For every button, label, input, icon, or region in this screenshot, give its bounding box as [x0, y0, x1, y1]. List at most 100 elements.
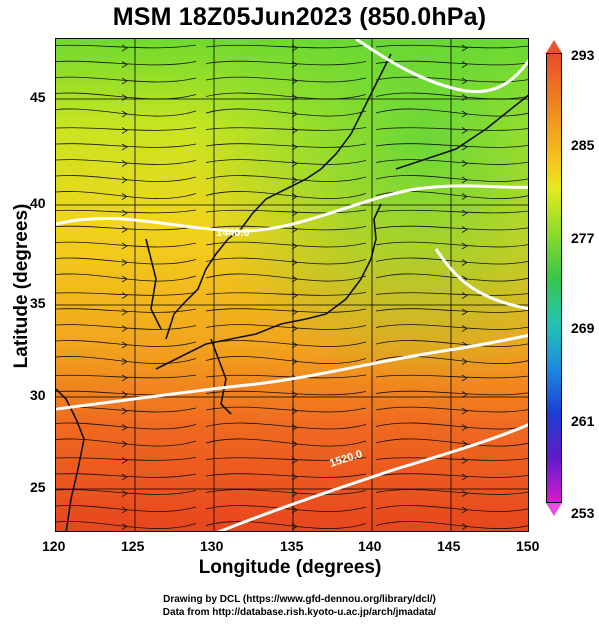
streamline: [375, 44, 528, 49]
geopotential-contours: [56, 39, 528, 531]
streamline-arrow: [291, 457, 298, 464]
streamline-arrow: [461, 61, 468, 68]
colorbar-max-arrow: [546, 40, 562, 53]
x-tick-135: 135: [280, 538, 304, 554]
streamline-arrow: [291, 176, 298, 184]
streamline: [56, 225, 197, 231]
streamline-arrow: [291, 127, 298, 134]
streamline-arrow: [291, 341, 298, 349]
streamline-arrow: [461, 242, 468, 250]
colorbar-label-277: 277: [571, 230, 595, 246]
streamline-arrow: [461, 490, 468, 497]
streamline-arrow: [461, 143, 468, 151]
streamline-arrow: [121, 77, 128, 85]
streamline: [56, 143, 197, 148]
streamline: [375, 406, 528, 413]
streamline-arrow: [121, 259, 128, 266]
streamline: [375, 473, 528, 478]
streamline: [375, 159, 528, 165]
streamline: [205, 324, 367, 330]
streamline-arrow: [461, 127, 468, 134]
streamline-arrow: [461, 325, 468, 332]
streamline-arrow: [121, 341, 128, 349]
streamline-arrow: [291, 259, 298, 266]
x-tick-120: 120: [42, 538, 66, 554]
streamline-arrow: [461, 77, 468, 85]
streamline: [56, 457, 197, 461]
streamline: [375, 292, 528, 296]
streamline: [205, 521, 367, 529]
colorbar-label-261: 261: [571, 413, 595, 429]
streamline-arrow: [291, 292, 298, 299]
streamline: [56, 175, 197, 182]
streamline: [375, 127, 528, 131]
streamline: [205, 76, 367, 83]
streamline-arrow: [121, 374, 128, 382]
streamline: [56, 438, 197, 447]
streamline-arrow: [291, 308, 298, 316]
colorbar: [546, 53, 562, 503]
streamline: [56, 308, 197, 313]
streamline-arrow: [121, 473, 128, 481]
streamline: [375, 76, 528, 83]
streamline-arrow: [121, 490, 128, 497]
streamline: [56, 374, 197, 379]
streamline: [375, 505, 528, 512]
streamline-arrow: [461, 308, 468, 316]
streamline-arrow: [291, 407, 298, 415]
streamline-arrow: [461, 226, 468, 233]
streamline: [56, 521, 197, 529]
streamline: [375, 489, 528, 495]
streamline: [205, 108, 367, 117]
colorbar-label-285: 285: [571, 137, 595, 153]
streamline: [56, 209, 197, 214]
streamline-arrow: [121, 110, 128, 118]
streamline: [375, 209, 528, 214]
streamline-arrow: [121, 127, 128, 134]
y-tick-35: 35: [30, 295, 46, 311]
streamline: [56, 257, 197, 265]
streamline-arrow: [121, 226, 128, 233]
streamline-arrow: [461, 523, 468, 530]
streamline-arrow: [121, 391, 128, 398]
streamline-arrow: [121, 506, 128, 514]
streamline: [205, 292, 367, 296]
streamline: [56, 159, 197, 165]
streamline-arrow: [291, 523, 298, 530]
streamline: [375, 175, 528, 182]
streamline-arrow: [121, 275, 128, 283]
streamline-arrow: [291, 358, 298, 365]
streamline-arrow: [461, 110, 468, 118]
streamline-arrow: [461, 440, 468, 448]
streamline: [56, 422, 197, 430]
streamline: [56, 191, 197, 199]
streamline-arrow: [461, 457, 468, 464]
streamline-arrow: [461, 292, 468, 299]
streamline-arrow: [291, 424, 298, 431]
streamline-arrow: [291, 209, 298, 217]
streamline: [205, 159, 367, 165]
x-tick-140: 140: [358, 538, 382, 554]
streamline: [375, 521, 528, 529]
streamline-arrow: [461, 473, 468, 481]
credit-drawing: Drawing by DCL (https://www.gfd-dennou.o…: [163, 594, 436, 605]
x-tick-145: 145: [437, 538, 461, 554]
streamline: [205, 473, 367, 478]
streamline: [205, 60, 367, 66]
streamline-arrow: [461, 94, 468, 101]
streamline: [56, 44, 197, 49]
streamline-arrow: [291, 143, 298, 151]
streamline-arrow: [121, 292, 128, 299]
streamline: [375, 340, 528, 347]
streamline-arrow: [461, 209, 468, 217]
streamline-arrow: [461, 259, 468, 266]
streamline-arrow: [291, 110, 298, 118]
streamline-arrow: [461, 391, 468, 398]
streamline: [205, 422, 367, 430]
streamline-arrow: [461, 374, 468, 382]
streamline: [56, 92, 197, 100]
streamline-arrow: [291, 325, 298, 332]
y-tick-30: 30: [30, 387, 46, 403]
lat-lon-grid: [56, 39, 528, 531]
streamline-arrow: [121, 325, 128, 332]
